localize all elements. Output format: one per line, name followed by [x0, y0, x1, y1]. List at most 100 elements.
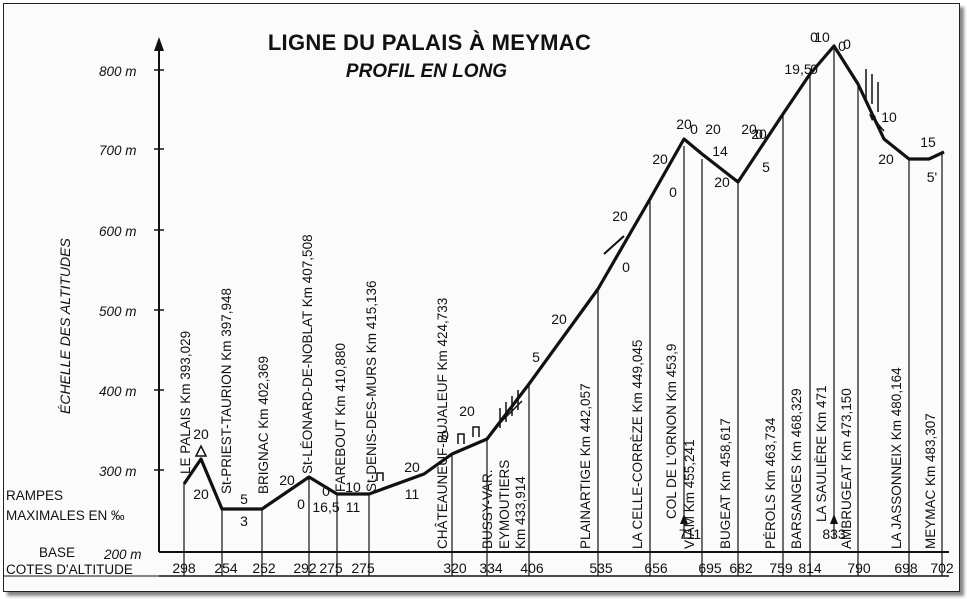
ramp-value: 20: [751, 126, 767, 142]
station-label: PÉROLS Km 463,734: [763, 417, 778, 549]
y-tick-label-600: 600 m: [99, 224, 137, 239]
ramp-value: 0: [669, 184, 677, 200]
ramp-value: 20: [459, 403, 475, 419]
altitude-value: 656: [644, 560, 668, 576]
station-label: BUGEAT Km 458,617: [718, 418, 733, 549]
y-tick-label-200: 200 m: [103, 547, 142, 562]
ramp-value: 20: [193, 426, 209, 442]
ramp-value: 0: [441, 427, 449, 443]
ramp-value: 0: [622, 259, 630, 275]
station-label: LA JASSONNEIX Km 480,164: [889, 367, 904, 549]
station-labels: LE PALAIS Km 393,029 St-PRIEST-TAURION Km…: [178, 234, 938, 549]
station-label: BRIGNAC Km 402,369: [256, 356, 271, 494]
ramp-value: 20: [612, 208, 628, 224]
station-label: St-PRIEST-TAURION Km 397,948: [219, 288, 234, 494]
ramp-value: 15: [920, 134, 936, 150]
building-mark-1: [194, 444, 208, 457]
building-mark-3: [457, 433, 465, 444]
ramps-label-text: RAMPES: [6, 488, 63, 503]
ramp-value: 20: [676, 116, 692, 132]
ramp-value: 20: [551, 311, 567, 327]
ramp-value: 20: [714, 174, 730, 190]
diagram-subtitle: PROFIL EN LONG: [345, 61, 508, 82]
ramp-value: 0: [322, 483, 330, 499]
ramp-value: 10: [814, 29, 830, 45]
arrow-head: [869, 114, 876, 121]
base-label: BASE: [39, 545, 75, 560]
ramp-value: 5': [927, 169, 937, 185]
ramp-value: 0: [297, 496, 305, 512]
altitude-row-label: COTES D'ALTITUDE: [6, 562, 133, 577]
station-lines: [183, 49, 943, 576]
altitude-value: 298: [172, 560, 196, 576]
station-label: COL DE L'ORNON Km 453,9: [664, 344, 679, 519]
station-label: LA CELLE-CORRÈZE Km 449,045: [630, 340, 645, 549]
ramp-values: 202053200016,510112011200205200200200202…: [193, 29, 937, 529]
altitude-value: 334: [479, 560, 503, 576]
y-axis-arrow: [154, 37, 164, 51]
diagram-title: LIGNE DU PALAIS À MEYMAC: [267, 30, 592, 55]
y-tick-label-700: 700 m: [99, 143, 137, 158]
ramp-value: 20: [741, 121, 757, 137]
ramp-value: 11: [405, 486, 420, 502]
y-tick-label-300: 300 m: [99, 464, 137, 479]
station-label: LA SAULIÈRE Km 471: [814, 385, 829, 522]
y-tick-label-500: 500 m: [99, 304, 137, 319]
profile-svg: 800 m 700 m 600 m 500 m 400 m 300 m 200 …: [4, 29, 954, 577]
ramp-value: 0: [690, 121, 698, 137]
ramp-value: 20: [705, 121, 721, 137]
ramp-value: 20: [193, 486, 209, 502]
ramp-value: 20: [404, 459, 420, 475]
station-label: MEYMAC Km 483,307: [923, 413, 938, 549]
ramp-value: 19,5: [784, 61, 811, 77]
building-mark-2: [376, 472, 384, 481]
building-mark-4: [472, 426, 480, 437]
ramp-value: 5: [532, 349, 540, 365]
altitude-value: 759: [769, 560, 793, 576]
ramp-value: 20: [652, 151, 668, 167]
sauliere-marker: [830, 514, 838, 524]
altitude-value: 814: [798, 560, 822, 576]
ramp-value: 20: [878, 151, 894, 167]
ramp-value: 16,5: [312, 499, 339, 515]
altitude-value: 406: [520, 560, 544, 576]
station-label-line: Km 433,914: [513, 476, 528, 549]
station-label: AMBRUGEAT Km 473,150: [839, 388, 854, 549]
altitude-value: 833: [822, 526, 846, 542]
altitude-value: 695: [698, 560, 722, 576]
hatched-section: [493, 390, 523, 430]
ramp-value: 5: [240, 491, 248, 507]
station-label: EYMOUTIERSKm 433,914: [497, 460, 528, 549]
y-tick-label-400: 400 m: [99, 384, 137, 399]
profile-diagram: LIGNE DU PALAIS À MEYMAC PROFIL EN LONG: [3, 3, 960, 592]
ramp-value: 11: [346, 499, 361, 515]
station-label: St-DENIS-DES-MURS Km 415,136: [364, 280, 379, 492]
station-label: LE PALAIS Km 393,029: [178, 331, 193, 474]
col-ornon-marker: [680, 514, 688, 524]
altitude-value: 320: [443, 560, 467, 576]
ramp-value: 0: [810, 61, 818, 77]
station-label: CHÂTEAUNEUF-BUJALEUF Km 424,733: [435, 298, 450, 549]
ramp-value: 0: [843, 36, 851, 52]
altitude-value: 702: [930, 560, 954, 576]
altitude-value: 711: [679, 526, 702, 542]
ramp-value: 0: [810, 29, 818, 45]
ramp-value: 3: [240, 513, 248, 529]
station-label: PLAINARTIGE Km 442,057: [578, 383, 593, 549]
altitude-value: 275: [319, 560, 343, 576]
altitude-value: 535: [589, 560, 613, 576]
altitude-value: 682: [729, 560, 753, 576]
station-label: BUSSY-VAR.: [480, 469, 495, 549]
altitude-value: 698: [894, 560, 918, 576]
y-tick-label-800: 800 m: [99, 64, 137, 79]
ramps-label-line2: MAXIMALES EN ‰: [6, 508, 125, 523]
arrow-mark: [871, 116, 885, 132]
station-label: FAREBOUT Km 410,880: [333, 343, 348, 492]
ramp-value: 10: [345, 479, 361, 495]
altitude-value: 254: [214, 560, 238, 576]
ramps-label: RAMPES: [6, 488, 63, 503]
altitude-value: 252: [252, 560, 276, 576]
ramp-value: 14: [712, 143, 728, 159]
altitude-profile: [182, 44, 945, 511]
